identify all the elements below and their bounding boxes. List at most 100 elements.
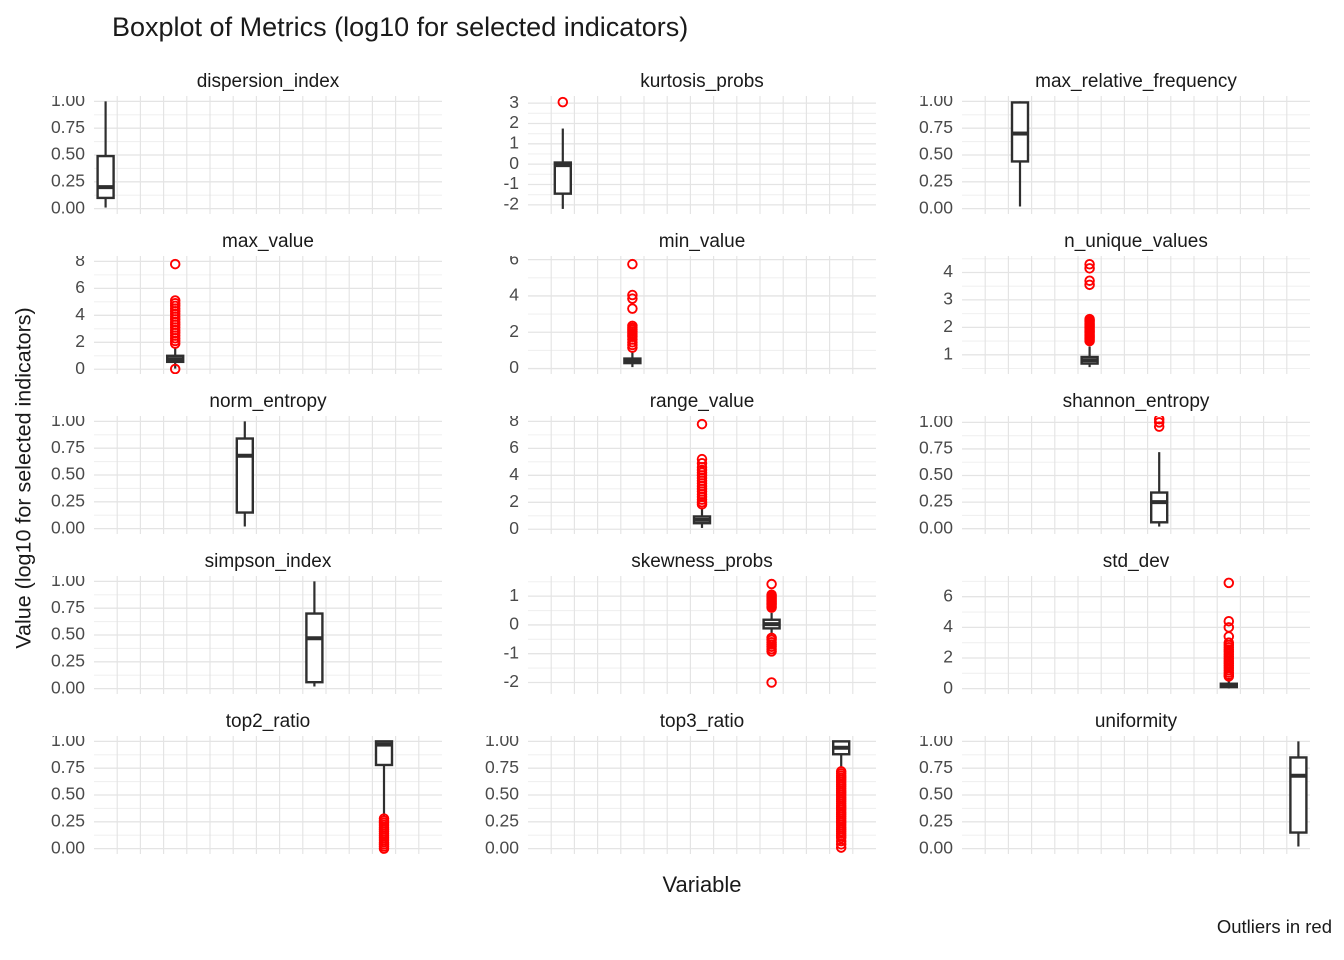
y-tick-labels: 6 4 2 0 [509, 256, 519, 374]
facet-top3_ratio: top3_ratio 1.00 0.75 0.50 0.25 0.00 [468, 710, 876, 854]
y-tick-label: 0.50 [485, 784, 519, 804]
y-tick-label: 0.50 [919, 464, 953, 484]
outlier-point [835, 835, 847, 847]
y-tick-label: 0.75 [51, 757, 85, 777]
y-tick-label: -2 [503, 671, 519, 691]
gridlines-minor [528, 434, 876, 517]
box [96, 154, 115, 200]
y-tick-label: 2 [75, 331, 85, 351]
boxplot [96, 101, 115, 208]
y-tick-label: 0.00 [51, 517, 85, 534]
y-tick-label: -2 [503, 193, 519, 213]
y-tick-label: 0.00 [919, 837, 953, 854]
y-tick-label: 1 [509, 132, 519, 152]
y-tick-labels: 1.00 0.75 0.50 0.25 0.00 [51, 736, 85, 854]
y-tick-labels: 4 3 2 1 [943, 261, 953, 363]
outlier-points [1153, 416, 1165, 432]
facet-dispersion_index: dispersion_index 1.00 0.75 0.50 0.25 0.00 [34, 70, 442, 214]
y-tick-labels: 1.00 0.75 0.50 0.25 0.00 [51, 416, 85, 534]
y-tick-label: 6 [509, 437, 519, 457]
facet-max_relative_frequency: max_relative_frequency 1.00 0.75 0.50 0.25 0.… [902, 70, 1310, 214]
y-tick-label: 0.25 [919, 810, 953, 830]
facet-title: simpson_index [204, 551, 332, 572]
y-tick-label: 0.50 [51, 784, 85, 804]
y-tick-label: 0.25 [485, 810, 519, 830]
outlier-point [1153, 421, 1165, 432]
facet-shannon_entropy: shannon_entropy 1.00 0.75 0.50 0.25 0.00 [902, 390, 1310, 534]
boxplot [235, 421, 255, 527]
y-tick-label: 6 [509, 256, 519, 268]
facet-norm_entropy: norm_entropy 1.00 0.75 0.50 0.25 0.00 [34, 390, 442, 534]
y-tick-label: 0.25 [919, 170, 953, 190]
outlier-point [169, 338, 181, 349]
y-tick-label: 1.00 [51, 416, 85, 430]
facet-title: kurtosis_probs [640, 71, 764, 92]
gridlines-major [528, 576, 876, 694]
outlier-point [557, 96, 569, 108]
outlier-point [378, 843, 390, 854]
y-tick-labels: 1.00 0.75 0.50 0.25 0.00 [485, 736, 519, 854]
gridlines-major [528, 416, 876, 534]
outlier-point [1084, 279, 1095, 291]
y-tick-label: 0.25 [51, 810, 85, 830]
y-tick-label: 0.25 [51, 170, 85, 190]
facet-grid: dispersion_index 1.00 0.75 0.50 0.25 0.00 kurt… [34, 70, 1310, 854]
y-tick-label: 0.75 [51, 117, 85, 137]
outlier-point [169, 363, 181, 374]
boxplot [374, 740, 394, 817]
y-tick-label: 0 [943, 677, 953, 694]
y-tick-label: 0.00 [919, 517, 953, 534]
y-tick-labels: 1.00 0.75 0.50 0.25 0.00 [51, 576, 85, 694]
outlier-point [627, 342, 638, 353]
boxplot [165, 348, 185, 369]
box [305, 612, 324, 684]
y-tick-label: 0.75 [919, 117, 953, 137]
outlier-points [696, 418, 708, 510]
outlier-point [1084, 258, 1095, 270]
y-tick-label: 0.75 [919, 757, 953, 777]
outlier-points [557, 96, 569, 108]
box [374, 740, 394, 767]
outlier-point [835, 842, 847, 853]
facet-panel: 6 4 2 0 [509, 256, 876, 374]
outlier-point [766, 578, 777, 590]
y-tick-label: 0.50 [919, 144, 953, 164]
outlier-point [627, 258, 638, 270]
gridlines-major [962, 736, 1310, 854]
y-tick-label: 1.00 [51, 96, 85, 110]
box [1149, 491, 1169, 524]
y-tick-label: 1.00 [919, 416, 953, 431]
y-tick-label: 2 [509, 321, 519, 341]
gridlines-minor [962, 258, 1310, 370]
y-tick-labels: 6 4 2 0 [943, 585, 953, 694]
outlier-points [1084, 258, 1095, 347]
facet-panel: 8 6 4 2 0 [75, 256, 442, 374]
box [235, 437, 255, 514]
boxplot [692, 507, 712, 528]
outlier-point [766, 602, 777, 613]
y-tick-label: 0.75 [51, 437, 85, 457]
gridlines-minor [528, 277, 876, 351]
outlier-point [1153, 417, 1165, 428]
y-tick-label: 0.00 [51, 837, 85, 854]
boxplot [1289, 741, 1308, 847]
x-axis-label: Variable [662, 872, 742, 897]
gridlines-major [94, 96, 442, 214]
facet-title: top2_ratio [225, 711, 311, 732]
y-tick-label: 1.00 [485, 736, 519, 750]
facet-panel: 8 6 4 2 0 [509, 416, 876, 534]
y-tick-label: 4 [509, 464, 519, 484]
outlier-point [835, 832, 847, 844]
facet-kurtosis_probs: kurtosis_probs 3 2 1 0 -1 -2 [468, 70, 876, 214]
boxplot [553, 128, 573, 209]
y-tick-label: -1 [503, 173, 519, 193]
y-tick-label: 0.75 [485, 757, 519, 777]
y-tick-label: 0.50 [51, 624, 85, 644]
gridlines-minor [528, 112, 876, 196]
y-tick-label: 0.50 [51, 464, 85, 484]
y-tick-label: 0.25 [919, 491, 953, 511]
outlier-point [1223, 671, 1235, 682]
boxplot [832, 740, 851, 769]
facet-title: dispersion_index [196, 71, 340, 92]
